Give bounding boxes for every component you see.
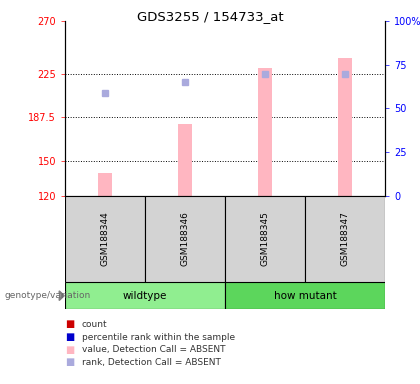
Bar <box>225 196 305 282</box>
Text: count: count <box>82 320 108 329</box>
Text: wildtype: wildtype <box>123 291 167 301</box>
Text: ■: ■ <box>65 319 74 329</box>
Text: GSM188345: GSM188345 <box>261 212 270 266</box>
Text: GSM188347: GSM188347 <box>341 212 349 266</box>
Bar <box>225 282 385 309</box>
Bar <box>258 68 272 196</box>
Text: GDS3255 / 154733_at: GDS3255 / 154733_at <box>136 10 284 23</box>
Text: ■: ■ <box>65 332 74 342</box>
Bar <box>178 124 192 196</box>
Bar <box>65 282 225 309</box>
Text: genotype/variation: genotype/variation <box>4 291 90 300</box>
Bar <box>338 58 352 196</box>
Text: GSM188344: GSM188344 <box>101 212 110 266</box>
Text: rank, Detection Call = ABSENT: rank, Detection Call = ABSENT <box>82 358 221 367</box>
Text: GSM188346: GSM188346 <box>181 212 189 266</box>
Bar <box>145 196 225 282</box>
Text: how mutant: how mutant <box>274 291 336 301</box>
Text: value, Detection Call = ABSENT: value, Detection Call = ABSENT <box>82 345 226 354</box>
Bar <box>98 172 112 196</box>
Bar <box>305 196 385 282</box>
Bar <box>65 196 145 282</box>
Text: percentile rank within the sample: percentile rank within the sample <box>82 333 235 342</box>
Text: ■: ■ <box>65 358 74 367</box>
Text: ■: ■ <box>65 345 74 355</box>
